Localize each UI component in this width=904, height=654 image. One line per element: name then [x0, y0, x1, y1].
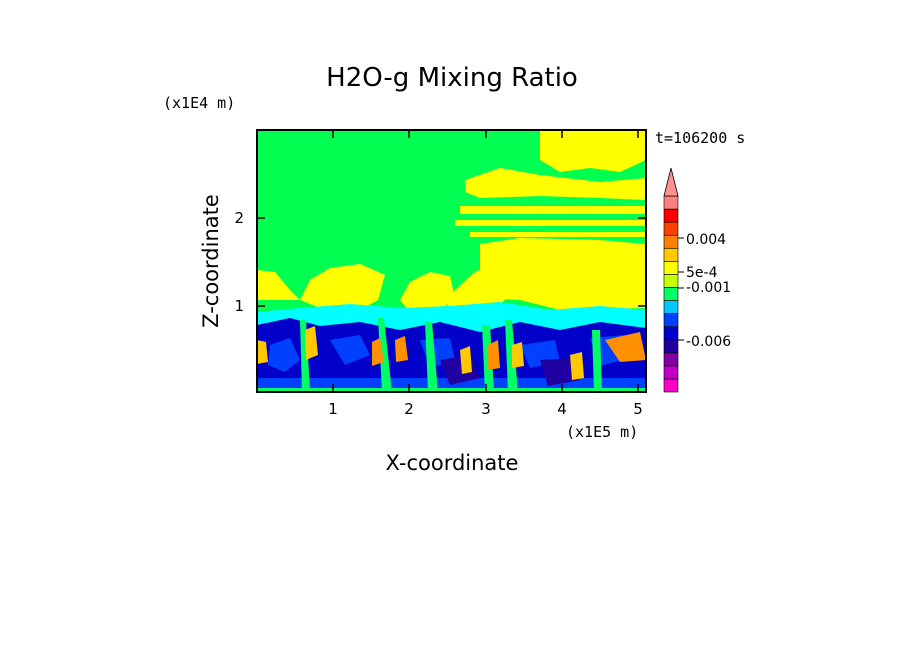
x-tick-label-5: 5	[633, 400, 643, 418]
colorbar-swatch	[663, 300, 679, 314]
x-axis-label: X-coordinate	[386, 451, 519, 475]
colorbar-label-0: 0.004	[686, 232, 726, 248]
hot-spot-left	[257, 340, 268, 364]
colorbar-swatch	[663, 378, 679, 393]
moist-band-upper	[540, 130, 646, 172]
plot-frame	[256, 129, 647, 393]
colorbar-swatch	[663, 261, 679, 275]
colorbar-swatch	[663, 365, 679, 380]
colorbar-swatch	[663, 274, 679, 288]
x-tick-label-3: 3	[481, 400, 491, 418]
x-ticks	[332, 130, 639, 392]
moist-plume-c	[445, 262, 520, 312]
colorbar-label-3: -0.006	[686, 334, 731, 350]
moist-plume-d	[520, 256, 646, 310]
moist-plume-b	[400, 272, 455, 312]
moist-plume-left	[257, 270, 300, 300]
x-tick-label-1: 1	[328, 400, 338, 418]
moist-band-upper-2	[465, 168, 646, 200]
x-scale-label: (x1E5 m)	[566, 423, 638, 441]
moist-plume-a	[300, 264, 385, 312]
colorbar-swatch	[663, 287, 679, 301]
colorbar	[663, 167, 684, 393]
colorbar-swatch	[663, 352, 679, 367]
y-scale-label: (x1E4 m)	[163, 94, 235, 112]
x-tick-label-2: 2	[404, 400, 414, 418]
y-tick-label-2: 2	[234, 209, 244, 227]
colorbar-swatch	[663, 247, 679, 262]
y-tick-label-1: 1	[234, 297, 244, 315]
y-axis-label: Z-coordinate	[199, 194, 223, 328]
time-label: t=106200 s	[655, 129, 745, 147]
colorbar-swatch	[663, 313, 679, 327]
colorbar-swatch	[663, 339, 679, 354]
y-ticks	[257, 217, 646, 307]
heatmap-field	[257, 130, 646, 392]
colorbar-swatch	[663, 195, 679, 210]
colorbar-swatch	[663, 326, 679, 341]
colorbar-label-2: -0.001	[686, 280, 731, 296]
chart-title: H2O-g Mixing Ratio	[326, 63, 578, 93]
colorbar-extend-arrow	[663, 167, 679, 197]
colorbar-swatch	[663, 221, 679, 236]
x-tick-label-4: 4	[557, 400, 567, 418]
colorbar-label-1: 5e-4	[686, 265, 718, 281]
colorbar-swatch	[663, 208, 679, 223]
colorbar-swatch	[663, 234, 679, 249]
